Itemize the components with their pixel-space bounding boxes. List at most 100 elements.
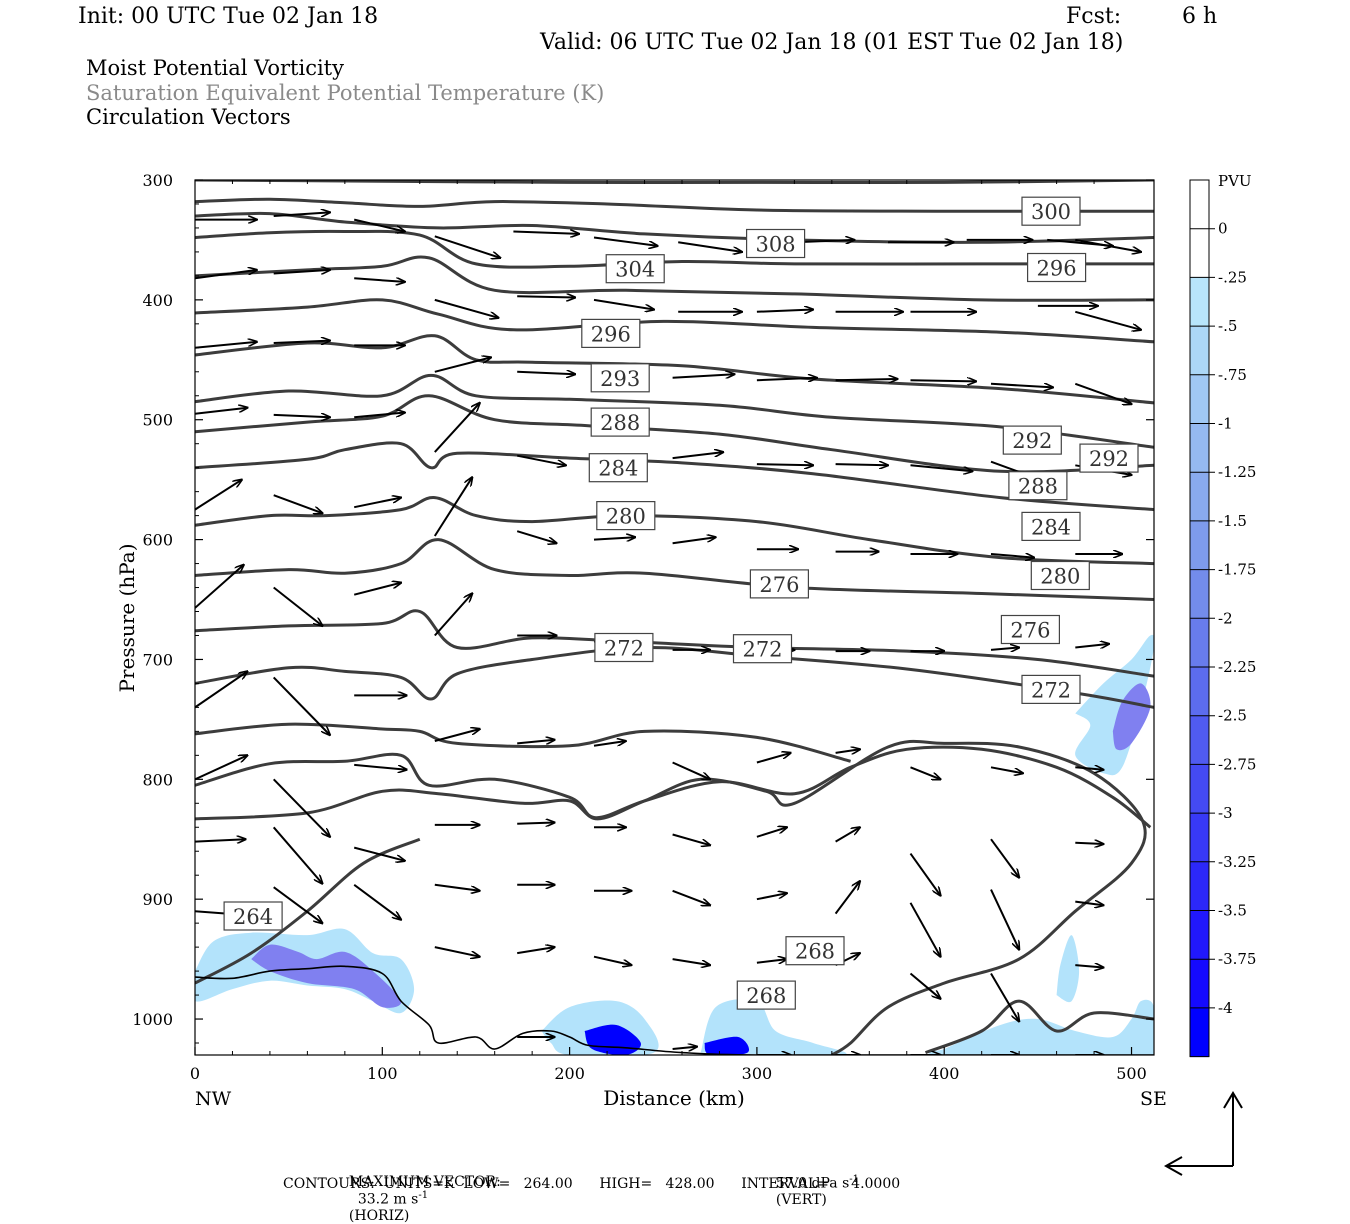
colorbar-segment-7 (1190, 520, 1209, 571)
x-tick-label-500: 500 (1116, 1064, 1147, 1083)
circulation-vector-90 (835, 827, 860, 843)
pv-area-1 (251, 944, 402, 1008)
colorbar-segment-9 (1190, 618, 1209, 668)
circulation-vector-48 (353, 498, 401, 509)
circulation-vector-73 (434, 729, 480, 742)
pv-area-5 (704, 1036, 750, 1055)
circulation-vector-42 (835, 464, 888, 465)
colorbar-label: -.5 (1218, 317, 1237, 335)
circulation-vector-41 (756, 464, 813, 465)
circulation-vector-96 (353, 846, 405, 861)
circulation-vector-16 (517, 296, 575, 297)
contour-label-276-13: 276 (749, 569, 810, 599)
circulation-vector-36 (273, 415, 330, 417)
circulation-vector-23 (1075, 310, 1141, 330)
colorbar-label: -.25 (1218, 268, 1247, 286)
circulation-vector-113 (756, 959, 787, 963)
circulation-vector-27 (434, 357, 491, 373)
field-contour-title: Saturation Equivalent Potential Temperat… (86, 81, 605, 105)
contour-label-box (1002, 425, 1062, 455)
circulation-vector-68 (990, 648, 1019, 650)
isentrope-14 (195, 722, 851, 763)
colorbar-label: -2.5 (1218, 707, 1247, 725)
colorbar-label: -3.75 (1218, 950, 1256, 968)
contour-label-272-18: 272 (1021, 674, 1081, 705)
colorbar-segment-11 (1190, 715, 1209, 765)
circulation-vector-50 (516, 530, 556, 543)
colorbar-label: -2.75 (1218, 755, 1256, 773)
circulation-vector-95 (272, 826, 323, 883)
colorbar-label: -2 (1218, 609, 1233, 627)
colorbar-label: -1.75 (1218, 561, 1256, 579)
circulation-vector-82 (195, 755, 247, 781)
colorbar-segment-5 (1190, 423, 1209, 473)
circulation-vector-81 (1075, 767, 1103, 769)
contour-label-text: 296 (591, 322, 631, 346)
contour-label-box (732, 634, 793, 664)
contour-label-284-9: 284 (588, 453, 648, 483)
circulation-vector-93 (1075, 843, 1103, 844)
contour-label-text: 264 (233, 905, 273, 929)
circulation-vector-52 (672, 537, 716, 545)
contour-label-text: 293 (600, 367, 640, 391)
colorbar-label: -3.25 (1218, 853, 1256, 871)
colorbar-segment-12 (1190, 764, 1209, 814)
circulation-vector-78 (835, 749, 860, 753)
contour-label-box (1000, 614, 1061, 645)
circulation-vector-1 (273, 212, 330, 217)
circulation-vector-6 (678, 241, 742, 252)
contour-label-text: 304 (615, 258, 655, 282)
isentrope-7 (195, 373, 1154, 449)
isentrope-12 (195, 609, 1154, 678)
contour-label-288-10: 288 (1008, 471, 1068, 501)
colorbar-label: -1.5 (1218, 512, 1247, 530)
max-vector-vert: 57.0 dPa s (775, 1175, 850, 1192)
circulation-vector-47 (273, 494, 323, 513)
contour-label-300-3: 300 (1021, 196, 1081, 226)
endpoint-right: SE (1140, 1088, 1167, 1110)
contour-label-text: 292 (1012, 429, 1052, 453)
contour-label-text: 296 (1037, 257, 1077, 281)
circulation-vector-56 (990, 554, 1034, 558)
contour-label-text: 276 (1010, 619, 1050, 643)
contour-label-box (1030, 560, 1090, 591)
isentrope-2 (195, 211, 1154, 244)
circulation-vector-91 (909, 853, 941, 896)
circulation-vector-105 (1075, 902, 1103, 906)
circulation-vector-28 (517, 372, 575, 374)
circulation-vector-101 (756, 893, 787, 901)
isentrope-13 (195, 645, 1154, 709)
contours-info: CONTOURS: UNITS=K LOW= 264.00 HIGH= 428.… (283, 1176, 901, 1192)
contour-label-box (594, 632, 654, 663)
circulation-vector-111 (593, 955, 631, 965)
y-tick-label-800: 800 (142, 770, 173, 789)
field-vectors-title: Circulation Vectors (86, 105, 291, 129)
circulation-vector-89 (756, 827, 787, 838)
circulation-vector-35 (195, 408, 247, 415)
contour-label-308-0: 308 (745, 228, 806, 259)
contour-label-288-6: 288 (590, 407, 650, 437)
circulation-vector-38 (434, 403, 480, 453)
colorbar-label: -3.5 (1218, 902, 1247, 920)
pv-area-9 (1056, 935, 1080, 1003)
circulation-vector-24 (195, 342, 257, 349)
contour-label-text: 288 (600, 411, 640, 435)
pv-area-7 (1075, 634, 1154, 776)
circulation-vector-15 (434, 298, 499, 318)
isentrope-layer (195, 180, 1154, 1055)
contour-label-text: 300 (1031, 200, 1071, 224)
circulation-vector-32 (910, 380, 977, 381)
vert-exponent: -1 (849, 1174, 860, 1185)
init-time: Init: 00 UTC Tue 02 Jan 18 (78, 4, 379, 29)
colorbar-segment-13 (1190, 813, 1209, 863)
circulation-vector-19 (756, 310, 813, 312)
contour-label-text: 276 (759, 573, 799, 597)
circulation-vector-59 (273, 586, 323, 626)
contour-label-264-19: 264 (223, 901, 283, 931)
contour-label-272-16: 272 (732, 634, 793, 664)
circulation-vector-13 (273, 270, 330, 275)
colorbar-label: -.75 (1218, 366, 1247, 384)
contour-label-text: 268 (795, 940, 835, 964)
isentrope-10 (195, 496, 1154, 566)
endpoint-left: NW (195, 1088, 232, 1110)
